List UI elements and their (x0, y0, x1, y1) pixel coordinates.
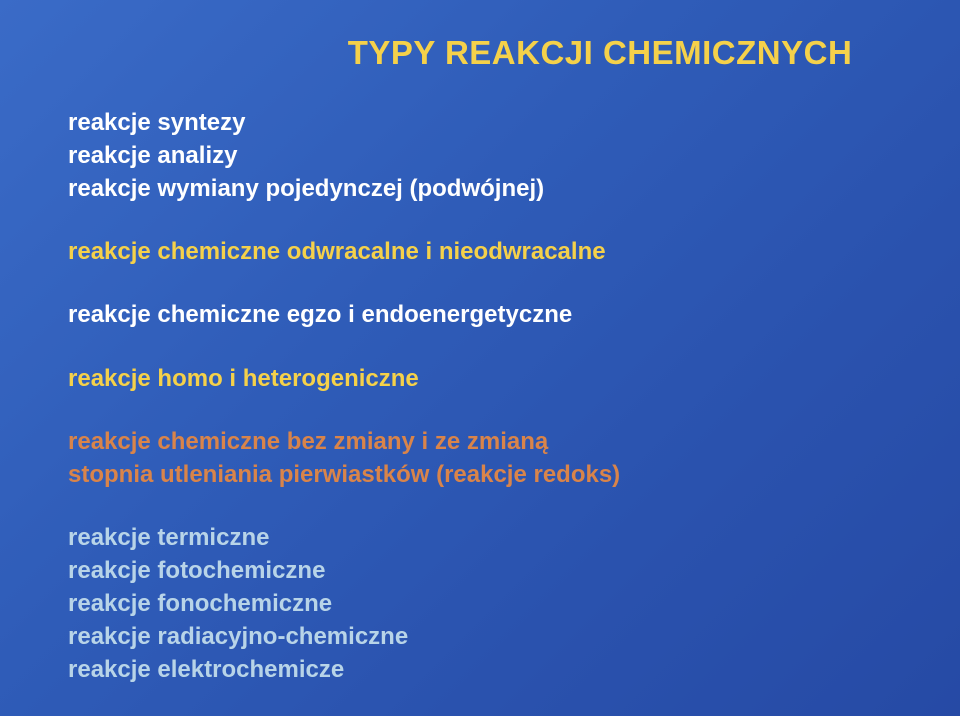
text-line: stopnia utleniania pierwiastków (reakcje… (68, 458, 892, 491)
text-block: reakcje syntezyreakcje analizyreakcje wy… (68, 106, 892, 205)
text-line: reakcje analizy (68, 139, 892, 172)
text-line: reakcje wymiany pojedynczej (podwójnej) (68, 172, 892, 205)
slide-title: TYPY REAKCJI CHEMICZNYCH (308, 34, 892, 72)
text-line: reakcje radiacyjno-chemiczne (68, 620, 892, 653)
text-block: reakcje termicznereakcje fotochemicznere… (68, 521, 892, 687)
slide-content: reakcje syntezyreakcje analizyreakcje wy… (68, 106, 892, 686)
text-block: reakcje homo i heterogeniczne (68, 362, 892, 395)
text-block: reakcje chemiczne odwracalne i nieodwrac… (68, 235, 892, 268)
text-line: reakcje syntezy (68, 106, 892, 139)
text-line: reakcje chemiczne egzo i endoenergetyczn… (68, 298, 892, 331)
text-line: reakcje termiczne (68, 521, 892, 554)
text-block: reakcje chemiczne bez zmiany i ze zmianą… (68, 425, 892, 491)
slide: TYPY REAKCJI CHEMICZNYCH reakcje syntezy… (0, 0, 960, 716)
text-line: reakcje chemiczne bez zmiany i ze zmianą (68, 425, 892, 458)
text-line: reakcje homo i heterogeniczne (68, 362, 892, 395)
text-line: reakcje fotochemiczne (68, 554, 892, 587)
text-block: reakcje chemiczne egzo i endoenergetyczn… (68, 298, 892, 331)
text-line: reakcje chemiczne odwracalne i nieodwrac… (68, 235, 892, 268)
text-line: reakcje elektrochemicze (68, 653, 892, 686)
text-line: reakcje fonochemiczne (68, 587, 892, 620)
